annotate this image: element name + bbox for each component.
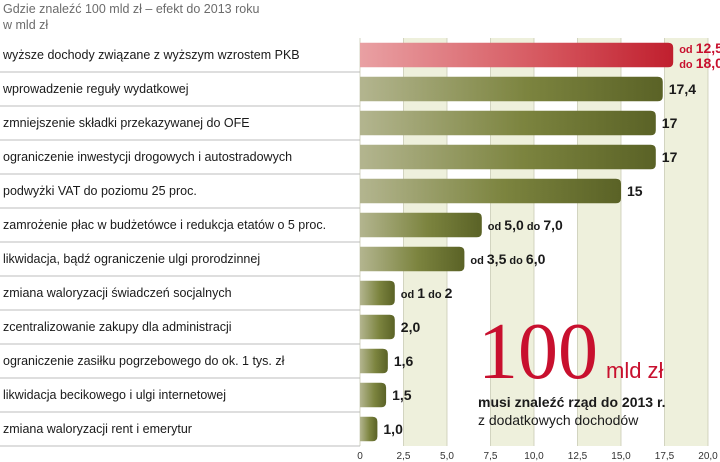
category-label: zmiana waloryzacji rent i emerytur [3,422,192,436]
grid-band [490,38,534,446]
category-label: zmniejszenie składki przekazywanej do OF… [3,116,250,130]
value-label: 17,4 [669,81,696,97]
value-label: od 3,5 do 6,0 [470,251,545,267]
x-tick-label: 2,5 [397,451,411,462]
x-tick-label: 17,5 [655,451,675,462]
grid-band [577,38,621,446]
bar [360,212,482,238]
value-label: 1,5 [392,387,412,403]
category-label: likwidacja, bądź ograniczenie ulgi proro… [3,252,260,266]
grid-band [447,38,491,446]
grid-band [360,38,404,446]
bar [360,314,395,340]
x-tick-label: 15,0 [611,451,631,462]
bar [360,246,465,272]
category-label: zmiana waloryzacji świadczeń socjalnych [3,286,232,300]
category-label: likwidacja becikowego i ulgi internetowe… [3,388,226,402]
grid-band [403,38,447,446]
x-tick-label: 5,0 [440,451,454,462]
grid-band [621,38,665,446]
bar [360,280,395,306]
bar [360,110,656,136]
bar [360,382,387,408]
category-label: wprowadzenie reguły wydatkowej [2,82,189,96]
bar [360,144,656,170]
bar [360,76,663,102]
value-label: 2,0 [401,319,421,335]
value-label: 1,0 [383,421,403,437]
grid-band [664,38,708,446]
chart-subtitle: w mld zł [3,18,49,32]
x-tick-label: 7,5 [484,451,498,462]
category-label: podwyżki VAT do poziomu 25 proc. [3,184,197,198]
category-label: wyższe dochody związane z wyższym wzrost… [2,48,300,62]
callout-amount: 100 [478,308,598,396]
category-label: ograniczenie inwestycji drogowych i auto… [3,150,292,164]
x-tick-label: 0 [357,451,363,462]
grid-band [534,38,578,446]
callout: 100 mld zł musi znaleźć rząd do 2013 r. z… [478,312,708,428]
bar [360,178,621,204]
category-label: ograniczenie zasiłku pogrzebowego do ok.… [3,354,285,368]
value-label: 15 [627,183,643,199]
bar [360,42,674,68]
chart-title: Gdzie znaleźć 100 mld zł – efekt do 2013… [3,2,260,16]
value-label: do 18,0 [679,55,720,71]
bar [360,416,378,442]
value-label: od 5,0 do 7,0 [488,217,563,233]
x-tick-label: 20,0 [698,451,718,462]
x-tick-label: 12,5 [568,451,588,462]
callout-unit: mld zł [606,358,664,383]
category-label: zcentralizowanie zakupy dla administracj… [3,320,232,334]
bar [360,348,388,374]
category-label: zamrożenie płac w budżetówce i redukcja … [3,218,326,232]
x-tick-label: 10,0 [524,451,544,462]
value-label: 17 [662,115,678,131]
value-label: 1,6 [394,353,414,369]
value-label: 17 [662,149,678,165]
callout-text-line2: z dodatkowych dochodów [478,412,639,428]
callout-text-line1: musi znaleźć rząd do 2013 r. [478,394,666,410]
value-label: od 1 do 2 [401,285,453,301]
value-label: od 12,5 [679,40,720,56]
